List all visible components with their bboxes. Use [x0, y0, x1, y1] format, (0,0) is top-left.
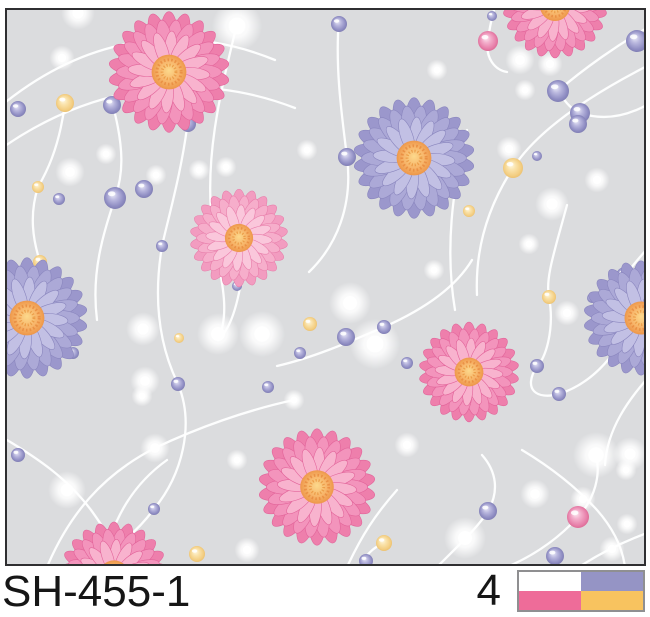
colorway-swatch-grid — [517, 570, 645, 612]
swatch-color-4 — [581, 591, 643, 610]
swatch-color-1 — [519, 572, 581, 591]
swatch-color-3 — [519, 591, 581, 610]
product-code: SH-455-1 — [2, 566, 191, 616]
floral-pattern-art — [7, 10, 644, 564]
label-bar: SH-455-1 4 — [0, 566, 650, 617]
pattern-swatch — [5, 8, 646, 566]
colorway-group: 4 — [477, 569, 645, 613]
swatch-color-2 — [581, 572, 643, 591]
colorway-count: 4 — [476, 566, 501, 615]
